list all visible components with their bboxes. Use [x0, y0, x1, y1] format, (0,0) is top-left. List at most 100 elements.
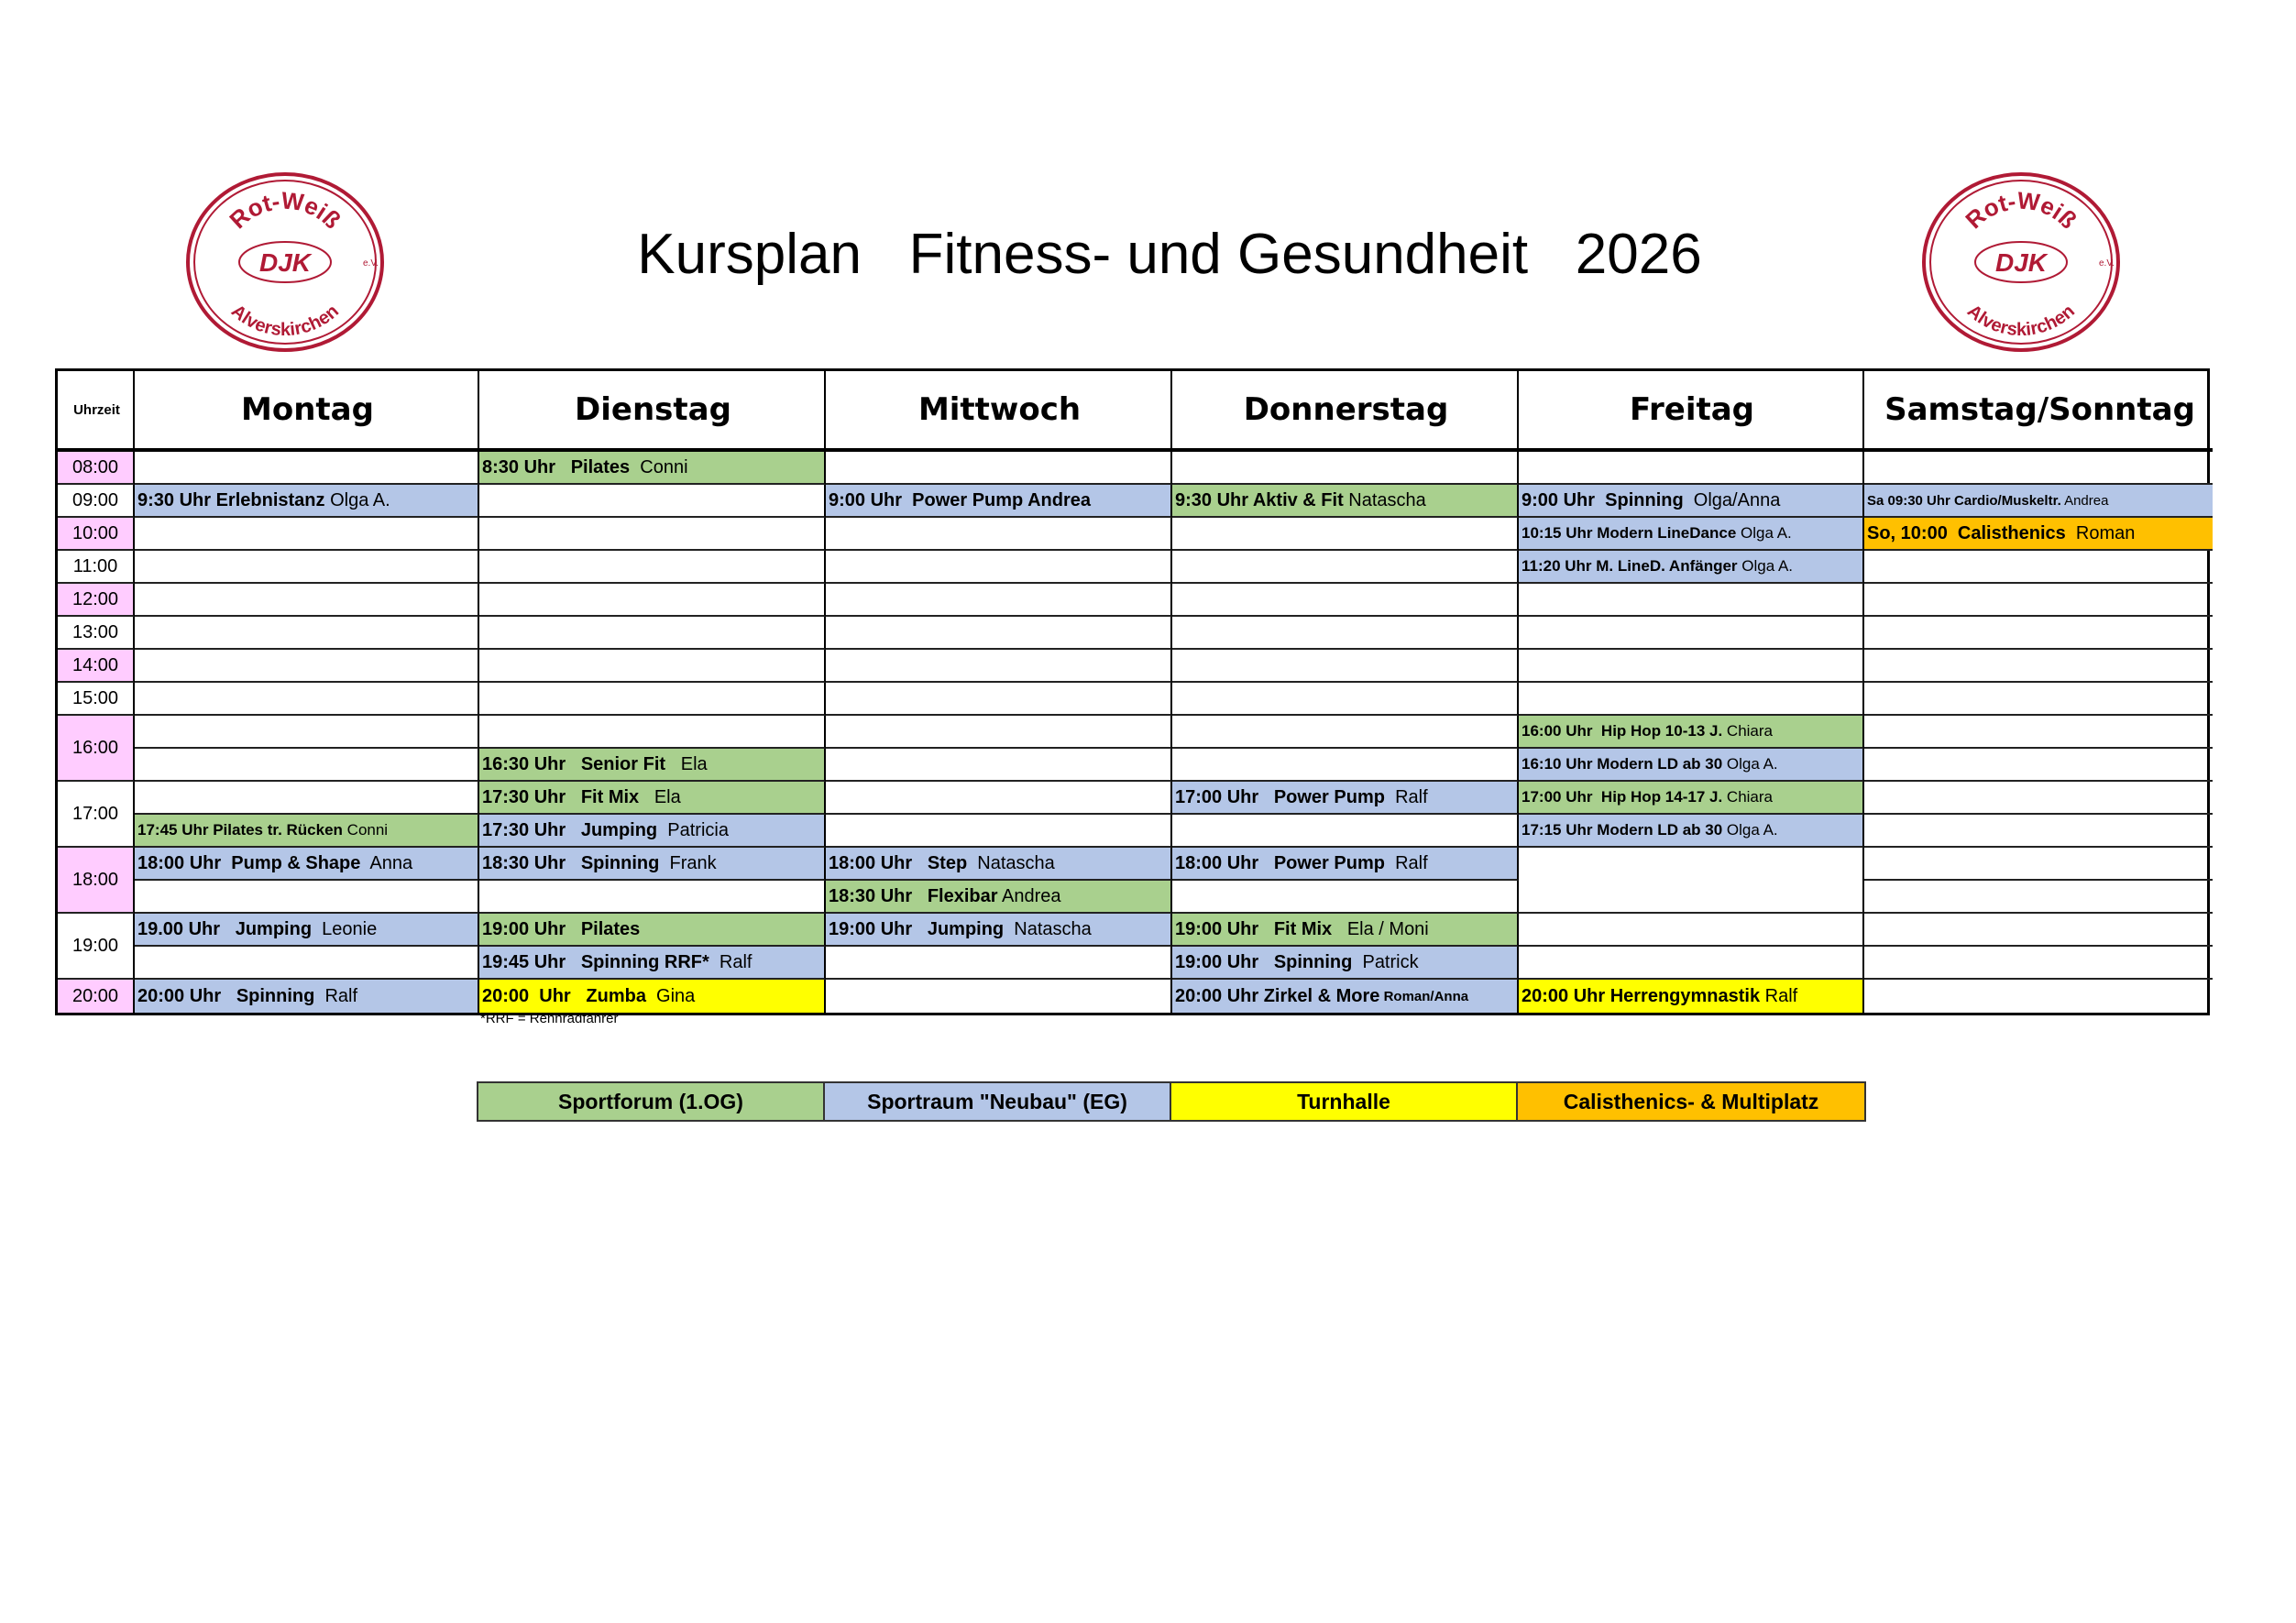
course-instructor: Natascha	[1343, 489, 1426, 510]
course-entry[interactable]: 9:00 Uhr Spinning Olga/Anna	[1519, 485, 1864, 518]
course-entry[interactable]: So, 10:00 Calisthenics Roman	[1864, 518, 2213, 551]
empty-slot	[479, 650, 826, 683]
course-time-and-title: 18:00 Uhr Power Pump	[1175, 852, 1385, 873]
course-entry[interactable]: 18:30 Uhr Spinning Frank	[479, 848, 826, 881]
course-time-and-title: 17:00 Uhr Hip Hop 14-17 J.	[1522, 788, 1723, 806]
empty-slot	[1519, 584, 1864, 617]
course-instructor: Ela	[665, 753, 708, 774]
empty-slot	[1172, 815, 1519, 848]
time-slot-1100: 11:00	[58, 551, 135, 584]
course-entry[interactable]: 17:00 Uhr Hip Hop 14-17 J. Chiara	[1519, 782, 1864, 815]
empty-slot	[826, 716, 1172, 749]
empty-slot	[1172, 650, 1519, 683]
course-entry[interactable]: 9:00 Uhr Power Pump Andrea	[826, 485, 1172, 518]
course-entry[interactable]: 17:45 Uhr Pilates tr. Rücken Conni	[135, 815, 479, 848]
logo-ev-text: e.V.	[2099, 258, 2115, 269]
logo-inner-ring	[1974, 241, 2068, 283]
course-entry[interactable]: 8:30 Uhr Pilates Conni	[479, 452, 826, 485]
course-entry[interactable]: 16:30 Uhr Senior Fit Ela	[479, 749, 826, 782]
course-instructor: Ralf	[1760, 985, 1798, 1006]
empty-slot	[479, 518, 826, 551]
legend-item-orange: Calisthenics- & Multiplatz	[1518, 1083, 1864, 1120]
empty-slot	[826, 650, 1172, 683]
course-entry[interactable]: 20:00 Uhr Spinning Ralf	[135, 980, 479, 1013]
course-entry[interactable]: 10:15 Uhr Modern LineDance Olga A.	[1519, 518, 1864, 551]
time-slot-2000: 20:00	[58, 980, 135, 1013]
empty-slot	[479, 881, 826, 914]
course-entry[interactable]: 19:00 Uhr Spinning Patrick	[1172, 947, 1519, 980]
empty-slot	[1519, 650, 1864, 683]
course-instructor: Olga/Anna	[1683, 489, 1781, 510]
empty-slot	[1864, 980, 2213, 1013]
logo-outer-ring	[1922, 172, 2120, 352]
course-time-and-title: 19:45 Uhr Spinning RRF*	[482, 951, 709, 972]
course-entry[interactable]: 18:00 Uhr Step Natascha	[826, 848, 1172, 881]
course-instructor: Ralf	[314, 985, 358, 1006]
course-entry[interactable]: 18:00 Uhr Pump & Shape Anna	[135, 848, 479, 881]
course-entry[interactable]: 19:00 Uhr Fit Mix Ela / Moni	[1172, 914, 1519, 947]
empty-slot	[135, 518, 479, 551]
legend-item-yellow: Turnhalle	[1171, 1083, 1518, 1120]
empty-slot	[826, 815, 1172, 848]
day-header-donnerstag: Donnerstag	[1172, 371, 1519, 452]
course-entry[interactable]: 17:00 Uhr Power Pump Ralf	[1172, 782, 1519, 815]
course-entry[interactable]: 17:30 Uhr Jumping Patricia	[479, 815, 826, 848]
course-instructor: Patrick	[1352, 951, 1419, 972]
empty-slot	[135, 452, 479, 485]
course-entry[interactable]: 16:10 Uhr Modern LD ab 30 Olga A.	[1519, 749, 1864, 782]
course-time-and-title: 19:00 Uhr Fit Mix	[1175, 918, 1333, 939]
legend-item-green: Sportforum (1.OG)	[478, 1083, 825, 1120]
empty-slot	[135, 650, 479, 683]
empty-slot	[826, 947, 1172, 980]
course-entry[interactable]: Sa 09:30 Uhr Cardio/Muskeltr. Andrea	[1864, 485, 2213, 518]
course-entry[interactable]: 19:00 Uhr Pilates	[479, 914, 826, 947]
logo-djk-text: DJK	[1995, 248, 2049, 277]
course-time-and-title: 18:30 Uhr Spinning	[482, 852, 660, 873]
course-instructor: Conni	[630, 456, 688, 477]
time-slot-0900: 09:00	[58, 485, 135, 518]
course-entry[interactable]: 18:30 Uhr Flexibar Andrea	[826, 881, 1172, 914]
course-entry[interactable]: 16:00 Uhr Hip Hop 10-13 J. Chiara	[1519, 716, 1864, 749]
course-time-and-title: 20:00 Uhr Zirkel & More	[1175, 985, 1380, 1006]
logo-outer-ring	[186, 172, 384, 352]
empty-slot	[135, 881, 479, 914]
course-instructor: Ralf	[709, 951, 753, 972]
time-slot-0800: 08:00	[58, 452, 135, 485]
course-entry[interactable]: 9:30 Uhr Erlebnistanz Olga A.	[135, 485, 479, 518]
course-time-and-title: 9:30 Uhr Erlebnistanz	[137, 489, 325, 510]
course-entry[interactable]: 11:20 Uhr M. LineD. Anfänger Olga A.	[1519, 551, 1864, 584]
course-instructor: Conni	[342, 821, 389, 839]
course-entry[interactable]: 19:45 Uhr Spinning RRF* Ralf	[479, 947, 826, 980]
empty-slot	[1519, 848, 1864, 914]
course-time-and-title: 18:00 Uhr Step	[829, 852, 968, 873]
course-entry[interactable]: 20:00 Uhr Zumba Gina	[479, 980, 826, 1013]
course-entry[interactable]: 19.00 Uhr Jumping Leonie	[135, 914, 479, 947]
course-time-and-title: 20:00 Uhr Zumba	[482, 985, 646, 1006]
course-instructor: Olga A.	[1722, 821, 1778, 839]
course-time-and-title: 8:30 Uhr Pilates	[482, 456, 631, 477]
empty-slot	[135, 749, 479, 782]
course-entry[interactable]: 18:00 Uhr Power Pump Ralf	[1172, 848, 1519, 881]
course-time-and-title: 17:15 Uhr Modern LD ab 30	[1522, 821, 1723, 839]
empty-slot	[1864, 683, 2213, 716]
course-entry[interactable]: 17:15 Uhr Modern LD ab 30 Olga A.	[1519, 815, 1864, 848]
empty-slot	[1864, 650, 2213, 683]
course-entry[interactable]: 20:00 Uhr Herrengymnastik Ralf	[1519, 980, 1864, 1013]
course-time-and-title: 16:00 Uhr Hip Hop 10-13 J.	[1522, 722, 1723, 740]
course-instructor: Ela / Moni	[1332, 918, 1429, 939]
empty-slot	[479, 485, 826, 518]
empty-slot	[826, 749, 1172, 782]
course-instructor: Natascha	[1004, 918, 1092, 939]
empty-slot	[1864, 452, 2213, 485]
course-time-and-title: 9:30 Uhr Aktiv & Fit	[1175, 489, 1344, 510]
course-instructor: Olga A.	[1737, 557, 1794, 575]
course-instructor: Roman	[2065, 522, 2136, 543]
course-entry[interactable]: 9:30 Uhr Aktiv & Fit Natascha	[1172, 485, 1519, 518]
course-entry[interactable]: 20:00 Uhr Zirkel & More Roman/Anna	[1172, 980, 1519, 1013]
time-slot-1900: 19:00	[58, 914, 135, 980]
course-time-and-title: 20:00 Uhr Herrengymnastik	[1522, 985, 1761, 1006]
course-time-and-title: 19:00 Uhr Pilates	[482, 918, 641, 939]
course-entry[interactable]: 17:30 Uhr Fit Mix Ela	[479, 782, 826, 815]
empty-slot	[479, 617, 826, 650]
course-entry[interactable]: 19:00 Uhr Jumping Natascha	[826, 914, 1172, 947]
